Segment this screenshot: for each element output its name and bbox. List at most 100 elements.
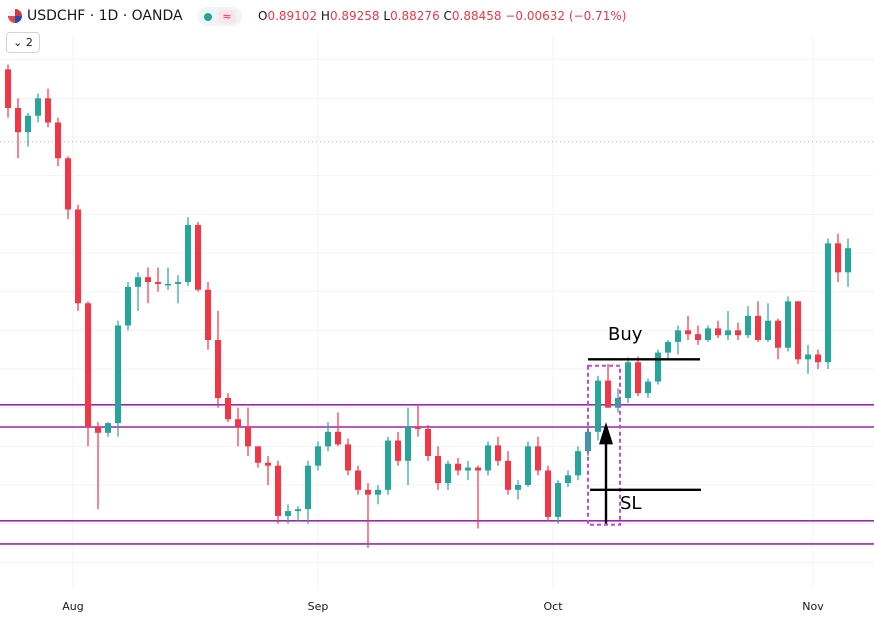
candle-body [775, 320, 781, 348]
candle [255, 446, 261, 468]
candle [825, 238, 831, 369]
close-label: C [443, 9, 452, 23]
candle-body [485, 445, 491, 471]
candle-body [545, 470, 551, 517]
candle [455, 457, 461, 476]
candle [535, 436, 541, 476]
candle [95, 422, 101, 510]
market-status-badge[interactable]: ≈ [198, 7, 242, 26]
symbol-title[interactable]: USDCHF · 1D · OANDA [27, 8, 183, 24]
candle-body [115, 325, 121, 424]
candle-body [235, 419, 241, 427]
candle-body [35, 98, 41, 116]
candle-body [55, 122, 61, 159]
candle-body [195, 224, 201, 290]
indicators-toggle-button[interactable]: ⌄ 2 [6, 32, 40, 53]
candle [745, 306, 751, 339]
candle [135, 272, 141, 311]
candle-body [815, 354, 821, 363]
candle-body [205, 289, 211, 340]
close-value: 0.88458 [451, 9, 502, 23]
candle-body [555, 483, 561, 517]
candle [145, 267, 151, 304]
candle-body [175, 282, 181, 284]
candle-body [565, 475, 571, 484]
candle-body [715, 328, 721, 336]
candle-body [225, 398, 231, 420]
candle-body [655, 352, 661, 382]
candle [565, 470, 571, 487]
candle-body [305, 465, 311, 510]
candle-body [465, 467, 471, 471]
candle-body [495, 445, 501, 461]
candle [525, 441, 531, 487]
candle [545, 465, 551, 521]
candle [385, 436, 391, 495]
candle [355, 465, 361, 495]
candle-body [25, 115, 31, 133]
candle-body [5, 69, 11, 108]
candle [85, 301, 91, 447]
candle [155, 267, 161, 292]
candle [375, 485, 381, 505]
candle [75, 204, 81, 311]
candle [415, 405, 421, 437]
candle [15, 98, 21, 159]
candle [365, 483, 371, 548]
candle [805, 344, 811, 374]
open-label: O [258, 9, 268, 23]
candle [225, 393, 231, 423]
candle-body [625, 362, 631, 398]
candle [105, 422, 111, 437]
candle-body [705, 328, 711, 340]
x-tick-label: Aug [62, 600, 83, 613]
candle [635, 356, 641, 397]
candle [315, 441, 321, 471]
candle-body [215, 340, 221, 398]
candle [555, 480, 561, 524]
high-value: 0.89258 [329, 9, 380, 23]
candle [785, 296, 791, 352]
candle [685, 315, 691, 340]
chart-header: USDCHF · 1D · OANDA ≈ O0.89102 H0.89258 … [0, 0, 874, 34]
candle-body [105, 423, 111, 433]
candle-body [345, 444, 351, 471]
candlesticks [5, 64, 851, 548]
candle-body [805, 354, 811, 360]
candle-body [665, 341, 671, 353]
candle [495, 436, 501, 466]
candle [25, 112, 31, 147]
buy-label: Buy [608, 324, 643, 345]
ohlc-readout: O0.89102 H0.89258 L0.88276 C0.88458 −0.0… [258, 9, 626, 23]
grid [0, 34, 874, 590]
candle-body [165, 283, 171, 286]
candle [625, 357, 631, 403]
candle-body [395, 440, 401, 461]
candle [645, 378, 651, 398]
candle-body [65, 158, 71, 210]
currency-flag-icon [8, 9, 22, 23]
candle-body [85, 303, 91, 427]
candle-body [685, 330, 691, 335]
candle [115, 320, 121, 437]
candle-body [765, 320, 771, 340]
candle-body [275, 465, 281, 516]
candle [165, 267, 171, 290]
candle-body [125, 286, 131, 326]
candle-body [745, 315, 751, 336]
candle-body [755, 315, 761, 340]
candle [725, 311, 731, 340]
candle-body [385, 440, 391, 490]
open-value: 0.89102 [267, 9, 318, 23]
entry-highlight-box [587, 364, 621, 526]
support-resistance-lines [0, 403, 874, 545]
candle [505, 451, 511, 495]
candle [595, 375, 601, 441]
candle [765, 303, 771, 342]
candle [175, 275, 181, 304]
candle-body [315, 446, 321, 466]
candle-body [365, 489, 371, 495]
candle [695, 325, 701, 345]
candle-body [475, 467, 481, 471]
